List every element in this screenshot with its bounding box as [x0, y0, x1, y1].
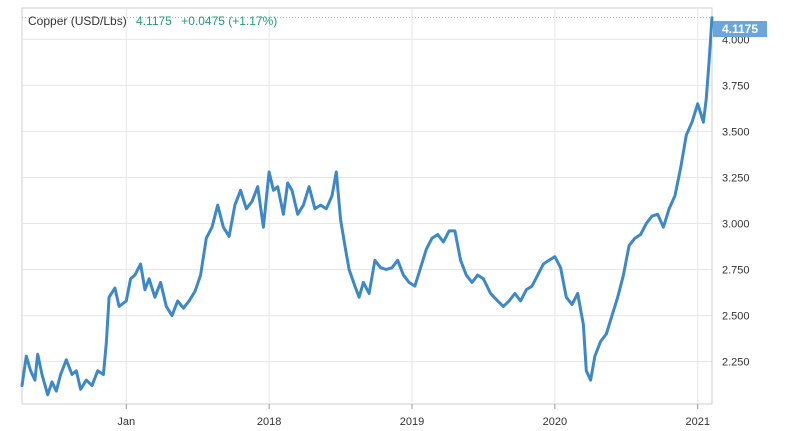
y-tick-label: 3.500 [722, 126, 750, 138]
x-tick-label: 2019 [400, 416, 424, 428]
x-tick-label: 2018 [257, 416, 281, 428]
price-change: +0.0475 (+1.17%) [181, 14, 278, 28]
y-tick-label: 3.250 [722, 172, 750, 184]
chart-header: Copper (USD/Lbs) 4.1175 +0.0475 (+1.17%) [28, 14, 277, 28]
x-tick-label: 2021 [685, 416, 709, 428]
y-tick-label: 4.000 [722, 34, 750, 46]
series-line [20, 16, 714, 397]
x-tick-label: Jan [117, 416, 135, 428]
y-tick-label: 3.000 [722, 218, 750, 230]
x-tick-label: 2020 [543, 416, 567, 428]
y-tick-label: 2.750 [722, 265, 750, 277]
y-tick-label: 2.500 [722, 311, 750, 323]
plot-area [21, 7, 713, 405]
last-price: 4.1175 [136, 14, 172, 28]
last-price-tag: 4.1175 [713, 21, 767, 37]
y-tick-label: 3.750 [722, 80, 750, 92]
instrument-label: Copper (USD/Lbs) [28, 14, 127, 28]
y-tick-label: 2.250 [722, 357, 750, 369]
